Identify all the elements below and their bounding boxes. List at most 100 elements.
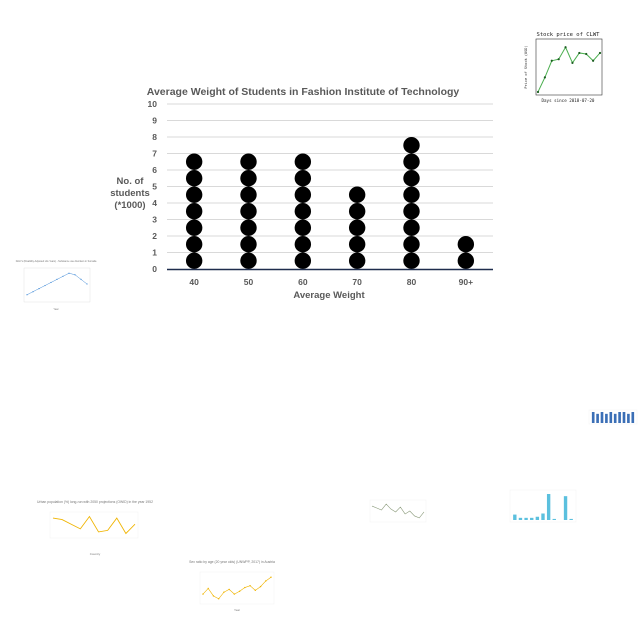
- data-point: [86, 283, 88, 285]
- data-point: [244, 586, 246, 589]
- bar: [546, 494, 551, 520]
- data-dot: [240, 236, 257, 253]
- y-tick-label: 9: [152, 116, 157, 126]
- x-tick-label: 90+: [459, 277, 473, 287]
- dot-series: [185, 137, 475, 269]
- data-point: [238, 590, 241, 592]
- data-dot: [348, 203, 366, 220]
- urban-line-series: [52, 515, 136, 535]
- bar: [552, 518, 556, 520]
- y-tick-label: 0: [152, 264, 157, 274]
- data-dot: [294, 252, 312, 269]
- data-point: [585, 52, 588, 56]
- data-dot: [348, 219, 366, 236]
- dalys-x-label: Year: [53, 307, 58, 311]
- data-point: [223, 591, 225, 593]
- data-dot: [294, 236, 312, 253]
- data-dot: [240, 186, 257, 203]
- x-axis-label: Average Weight: [293, 290, 365, 301]
- data-point: [249, 584, 251, 587]
- data-point: [56, 278, 58, 280]
- bar: [600, 412, 604, 423]
- data-point: [550, 59, 553, 62]
- bar: [622, 412, 626, 423]
- data-dot: [403, 252, 420, 269]
- data-point: [26, 294, 28, 296]
- main-dot-plot: Average Weight of Students in Fashion In…: [110, 86, 493, 301]
- stock-price-chart: Stock price of CLWT Days since 2018-07-2…: [524, 32, 603, 103]
- dalys-line-series: [26, 272, 88, 296]
- small-line-series: [371, 503, 425, 519]
- data-dot: [294, 203, 312, 220]
- data-dot: [457, 236, 475, 253]
- blue-bar-series: [591, 412, 635, 423]
- cyan-bar-chart: [509, 489, 577, 523]
- data-dot: [403, 203, 420, 220]
- bar: [524, 517, 528, 520]
- data-dot: [294, 170, 312, 187]
- data-dot: [185, 219, 203, 236]
- x-tick-label: 50: [244, 277, 254, 287]
- small-line-frame: [369, 499, 427, 523]
- series-line: [52, 515, 136, 535]
- data-dot: [240, 153, 257, 170]
- data-point: [543, 76, 546, 79]
- bar: [609, 412, 613, 423]
- data-dot: [403, 219, 420, 236]
- data-dot: [294, 153, 312, 170]
- dalys-chart: DALYs (Disability-Adjusted Life Years) -…: [16, 260, 97, 311]
- y-tick-label: 4: [152, 198, 157, 208]
- sex-ratio-x-label: Year: [234, 608, 240, 612]
- data-dot: [294, 219, 312, 236]
- data-dot: [185, 153, 203, 170]
- data-dot: [403, 170, 420, 187]
- data-point: [202, 593, 204, 595]
- y-tick-label: 2: [152, 231, 157, 241]
- data-dot: [185, 170, 203, 187]
- series-line: [202, 576, 272, 600]
- data-point: [74, 274, 76, 276]
- bar: [618, 412, 621, 423]
- y-tick-label: 5: [152, 182, 157, 192]
- data-dot: [403, 236, 420, 253]
- dalys-frame: [23, 267, 91, 303]
- data-dot: [185, 203, 203, 220]
- series-line: [537, 46, 601, 93]
- data-point: [259, 585, 262, 588]
- y-tick-label: 1: [152, 248, 157, 258]
- data-dot: [457, 252, 475, 269]
- data-point: [571, 61, 574, 64]
- bar: [513, 514, 517, 520]
- cyan-bar-series: [513, 494, 573, 520]
- data-point: [233, 593, 236, 595]
- bar: [631, 412, 635, 423]
- x-tick-label: 80: [407, 277, 417, 287]
- blue-bar-chart: [588, 409, 638, 425]
- y-axis-label-line: (*1000): [114, 200, 145, 211]
- data-dot: [240, 203, 257, 220]
- x-tick-label: 70: [352, 277, 362, 287]
- urban-title: Urban population (%) long-run with 2050 …: [37, 500, 153, 504]
- y-tick-label: 8: [152, 132, 157, 142]
- bar: [591, 412, 595, 423]
- data-dot: [348, 252, 366, 269]
- data-dot: [240, 219, 257, 236]
- stock-y-label: Price of Stock (USD): [524, 45, 528, 88]
- data-point: [50, 281, 52, 284]
- y-tick-label: 10: [148, 99, 158, 109]
- bar: [563, 496, 568, 520]
- bar: [541, 513, 545, 520]
- data-dot: [403, 186, 420, 203]
- data-dot: [403, 137, 420, 154]
- bar: [569, 518, 573, 520]
- data-point: [592, 59, 595, 62]
- data-point: [578, 51, 581, 55]
- sex-ratio-title: Sex ratio by age (20 year olds) (UNWPP, …: [189, 560, 275, 564]
- sex-ratio-chart: Sex ratio by age (20 year olds) (UNWPP, …: [189, 560, 275, 612]
- data-point: [217, 598, 220, 600]
- small-line-chart: [369, 499, 427, 523]
- data-dot: [348, 186, 366, 203]
- stock-x-label: Days since 2018-07-20: [542, 98, 595, 103]
- y-axis-label-line: students: [110, 188, 150, 199]
